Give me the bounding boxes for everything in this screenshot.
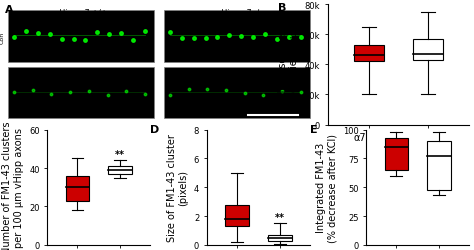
FancyBboxPatch shape	[8, 11, 155, 63]
Text: A: A	[5, 5, 13, 15]
Text: **: **	[115, 150, 125, 160]
Text: Con: Con	[0, 31, 5, 44]
Text: B: B	[278, 2, 286, 12]
Y-axis label: Fluorescence
Intensities (a.u.): Fluorescence Intensities (a.u.)	[277, 25, 299, 105]
FancyBboxPatch shape	[354, 46, 383, 62]
Text: **: **	[275, 212, 285, 222]
FancyBboxPatch shape	[109, 166, 132, 174]
FancyBboxPatch shape	[65, 176, 89, 201]
FancyBboxPatch shape	[164, 68, 310, 119]
FancyBboxPatch shape	[384, 138, 408, 170]
Y-axis label: Size of FM1-43 cluster
(pixels): Size of FM1-43 cluster (pixels)	[167, 134, 188, 241]
Text: E: E	[310, 124, 318, 134]
Y-axis label: Number of FM1-43 clusters
per 100 µm vHipp axons: Number of FM1-43 clusters per 100 µm vHi…	[2, 122, 24, 250]
FancyBboxPatch shape	[428, 142, 451, 190]
Text: vHipp α7 -/-: vHipp α7 -/-	[218, 8, 263, 18]
FancyBboxPatch shape	[164, 11, 310, 63]
FancyBboxPatch shape	[8, 68, 155, 119]
Text: D: D	[150, 124, 160, 134]
FancyBboxPatch shape	[225, 205, 249, 226]
Text: vHipp α7 +/+: vHipp α7 +/+	[55, 8, 107, 18]
FancyBboxPatch shape	[413, 40, 443, 60]
Y-axis label: Integrated FM1-43
(% decrease after KCl): Integrated FM1-43 (% decrease after KCl)	[316, 133, 337, 242]
FancyBboxPatch shape	[268, 235, 292, 241]
